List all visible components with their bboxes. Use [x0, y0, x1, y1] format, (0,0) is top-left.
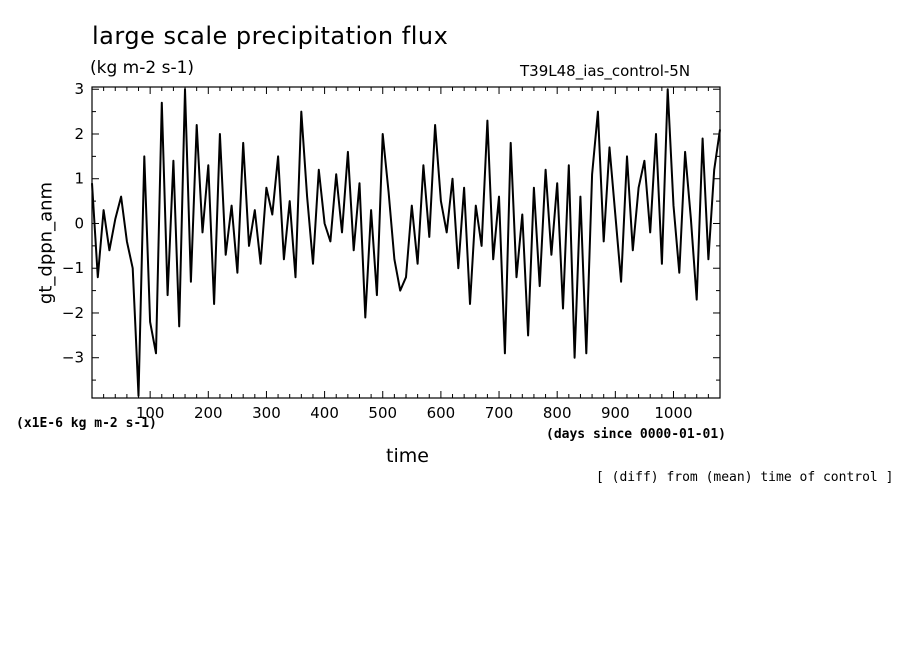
x-tick-label: 400 [310, 404, 339, 422]
y-tick-label: 2 [74, 125, 84, 143]
x-tick-label: 100 [136, 404, 165, 422]
x-axis-label: time [386, 445, 429, 467]
chart-title: large scale precipitation flux [92, 22, 449, 50]
series-line [91, 88, 721, 397]
footnote: [ (diff) from (mean) time of control ] [596, 470, 894, 485]
run-name: T39L48_ias_control-5N [520, 62, 691, 80]
y-tick-label: 1 [74, 170, 84, 188]
x-tick-label: 200 [194, 404, 223, 422]
y-tick-label: −2 [62, 304, 84, 322]
x-tick-label: 1000 [654, 404, 692, 422]
series-group [91, 88, 721, 397]
x-tick-label: 900 [601, 404, 630, 422]
x-tick-label: 600 [427, 404, 456, 422]
chart-units: (kg m-2 s-1) [90, 58, 195, 78]
y-tick-label: 0 [74, 214, 84, 232]
x-tick-label: 500 [368, 404, 397, 422]
y-tick-label: −3 [62, 349, 84, 367]
x-tick-label: 300 [252, 404, 281, 422]
x-axis-units: (days since 0000-01-01) [546, 427, 727, 442]
x-tick-label: 700 [485, 404, 514, 422]
x-tick-label: 800 [543, 404, 572, 422]
tick-labels: 100 200 300 400 500 600 700 800 900 1000 −3 −2 −1 0 1 2… [62, 80, 693, 422]
scale-note: (x1E-6 kg m-2 s-1) [16, 416, 157, 431]
y-tick-label: −1 [62, 259, 84, 277]
y-tick-label: 3 [74, 80, 84, 98]
